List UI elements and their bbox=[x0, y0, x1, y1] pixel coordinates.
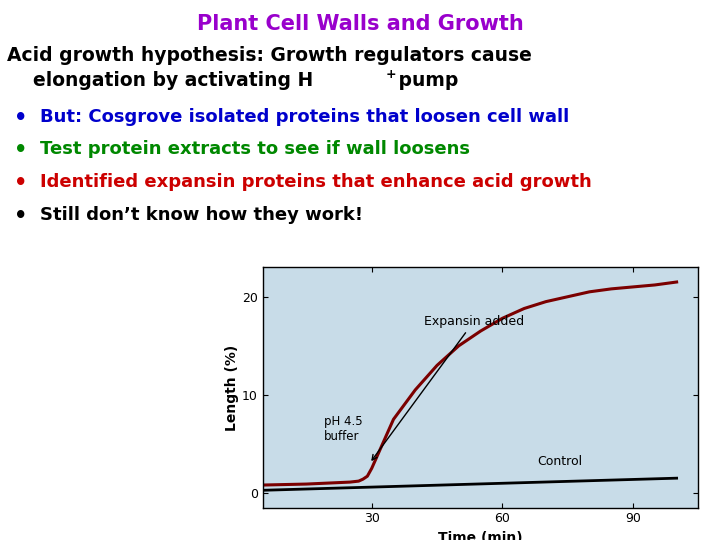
Text: Test protein extracts to see if wall loosens: Test protein extracts to see if wall loo… bbox=[40, 140, 469, 158]
X-axis label: Time (min): Time (min) bbox=[438, 531, 523, 540]
Text: Still don’t know how they work!: Still don’t know how they work! bbox=[40, 206, 363, 224]
Text: Expansin added: Expansin added bbox=[372, 315, 524, 460]
Text: But: Cosgrove isolated proteins that loosen cell wall: But: Cosgrove isolated proteins that loo… bbox=[40, 108, 569, 126]
Text: Identified expansin proteins that enhance acid growth: Identified expansin proteins that enhanc… bbox=[40, 173, 591, 191]
Text: pH 4.5
buffer: pH 4.5 buffer bbox=[324, 415, 362, 443]
Text: •: • bbox=[14, 108, 28, 128]
Text: elongation by activating H: elongation by activating H bbox=[7, 71, 313, 90]
Text: Acid growth hypothesis: Growth regulators cause: Acid growth hypothesis: Growth regulator… bbox=[7, 46, 532, 65]
Text: Control: Control bbox=[537, 455, 582, 468]
Text: •: • bbox=[14, 140, 28, 160]
Text: Plant Cell Walls and Growth: Plant Cell Walls and Growth bbox=[197, 14, 523, 33]
Y-axis label: Length (%): Length (%) bbox=[225, 345, 239, 430]
Text: •: • bbox=[14, 173, 28, 193]
Text: +: + bbox=[385, 68, 396, 80]
Text: •: • bbox=[14, 206, 28, 226]
Text: pump: pump bbox=[392, 71, 459, 90]
